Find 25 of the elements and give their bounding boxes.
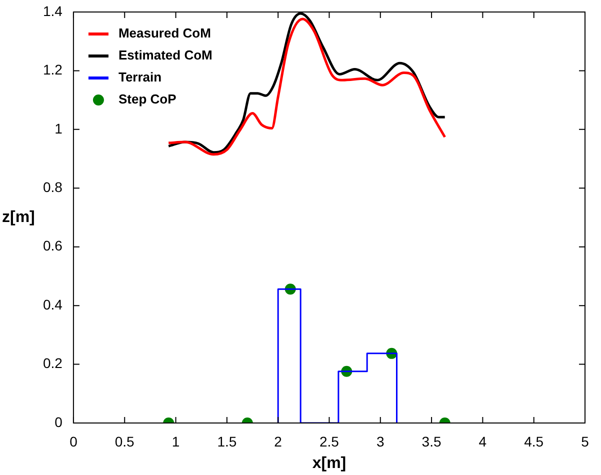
x-tick-label: 4.5 (524, 433, 544, 450)
x-tick-label: 3 (376, 433, 384, 450)
y-tick-label: 0.6 (42, 238, 63, 254)
y-tick-label: 1 (54, 120, 63, 136)
y-tick-label: 1.2 (42, 62, 63, 78)
x-tick-label: 3.5 (422, 433, 442, 450)
x-tick-label: 1.5 (217, 433, 237, 450)
y-tick-label: 0.4 (42, 296, 63, 312)
x-tick-label: 1 (172, 433, 180, 450)
y-tick-label: 0 (54, 414, 63, 430)
x-tick-label: 4 (478, 433, 487, 450)
legend-label: Measured CoM (118, 26, 211, 41)
legend-label: Step CoP (118, 92, 177, 107)
y-tick-label: 1.4 (42, 2, 63, 19)
y-tick-label: 0.8 (42, 179, 63, 195)
x-tick-label: 2 (274, 433, 282, 450)
y-tick-label: 0.2 (42, 355, 63, 372)
x-tick-label: 5 (581, 433, 590, 450)
x-axis-title: x[m] (312, 454, 346, 472)
x-tick-label: 0.5 (114, 433, 135, 450)
x-tick-label: 2.5 (319, 433, 340, 450)
legend-label: Estimated CoM (118, 48, 212, 63)
x-tick-label: 0 (70, 433, 78, 450)
legend-label: Terrain (118, 70, 162, 85)
y-axis-title: z[m] (2, 208, 35, 226)
